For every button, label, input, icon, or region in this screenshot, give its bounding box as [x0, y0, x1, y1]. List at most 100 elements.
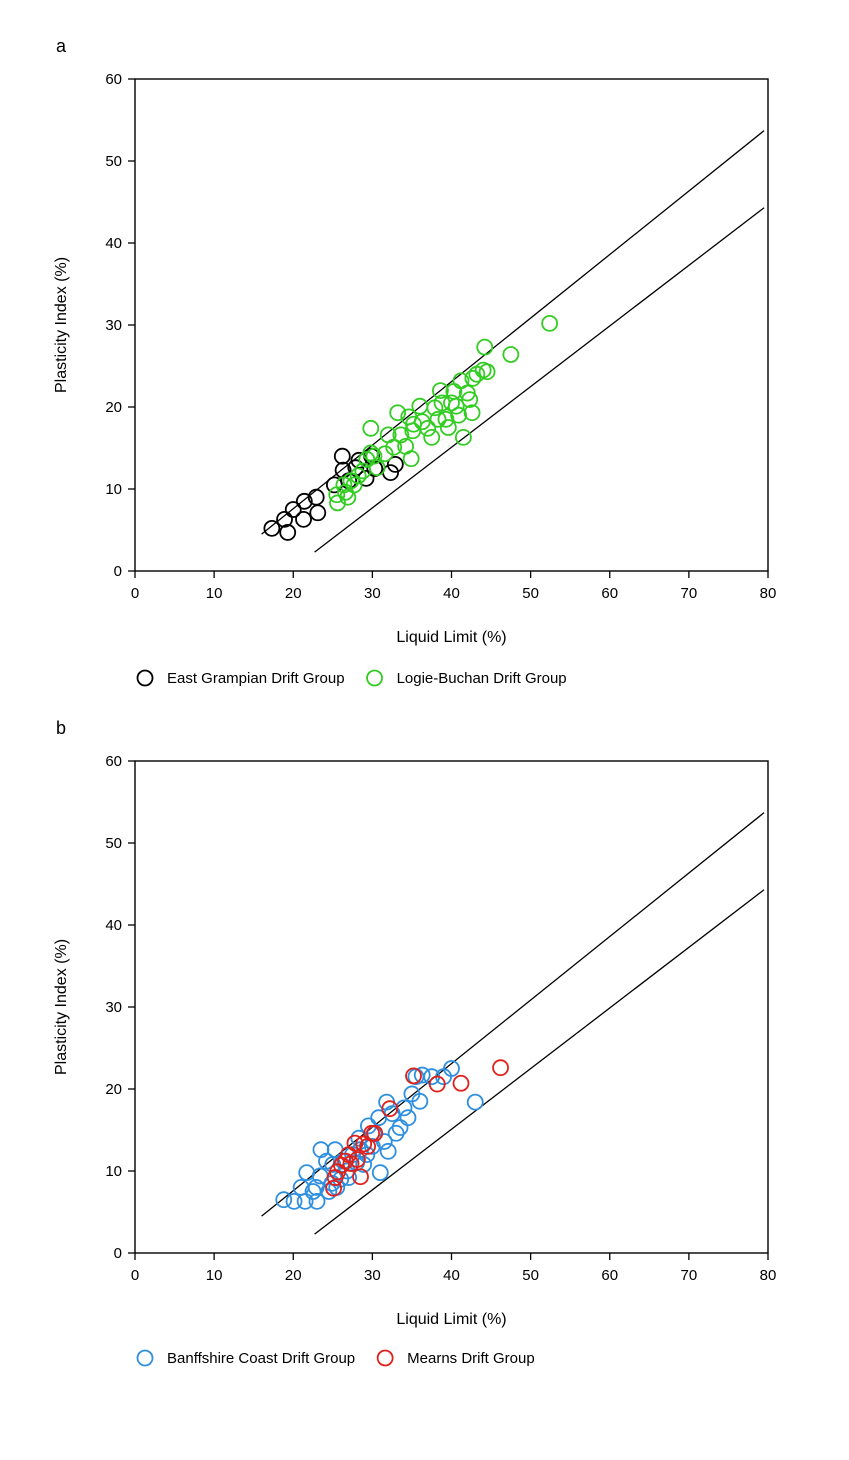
data-point: [389, 404, 407, 422]
data-point: [346, 1134, 364, 1152]
y-axis-label: Plasticity Index (%): [53, 939, 70, 1075]
data-point: [461, 391, 479, 409]
data-point: [307, 1179, 325, 1196]
data-point: [308, 1192, 326, 1210]
series-2: [325, 1059, 509, 1197]
data-point: [295, 510, 312, 528]
data-point: [345, 476, 363, 494]
data-point: [295, 492, 313, 510]
legend-entry-2: Mearns Drift Group: [407, 1350, 535, 1367]
y-tick-label: 60: [105, 753, 122, 770]
y-tick-label: 30: [105, 317, 122, 334]
data-point: [276, 510, 293, 528]
x-tick-label: 70: [681, 1267, 698, 1284]
reference-line-2: [314, 889, 765, 1235]
data-point: [368, 459, 386, 477]
data-point: [349, 467, 367, 485]
data-point: [263, 519, 281, 537]
data-point: [284, 501, 302, 518]
x-tick-label: 80: [760, 585, 777, 602]
data-point: [395, 1099, 413, 1117]
y-tick-label: 20: [105, 1081, 122, 1098]
data-point: [285, 1192, 303, 1210]
data-point: [413, 1066, 431, 1084]
data-point: [366, 1124, 384, 1142]
legend-entry-2: Logie-Buchan Drift Group: [397, 670, 567, 687]
y-tick-label: 0: [114, 563, 122, 580]
x-tick-label: 60: [601, 585, 618, 602]
data-point: [355, 1135, 373, 1153]
data-point: [358, 1146, 376, 1163]
y-axis-label: Plasticity Index (%): [53, 257, 70, 393]
data-point: [443, 394, 460, 412]
x-tick-label: 60: [601, 1267, 618, 1284]
data-point: [432, 382, 449, 400]
legend-marker-2: [376, 1349, 394, 1367]
legend-entry-1: East Grampian Drift Group: [167, 670, 345, 687]
data-point: [452, 1074, 470, 1092]
data-point: [362, 419, 380, 437]
data-point: [386, 455, 404, 473]
plot-frame: [134, 78, 769, 572]
x-tick-label: 30: [364, 1267, 381, 1284]
data-point: [478, 363, 496, 381]
y-tick-label: 50: [105, 153, 122, 170]
data-point: [437, 410, 455, 428]
data-point: [298, 1164, 316, 1182]
y-tick-label: 20: [105, 399, 122, 416]
data-point: [541, 314, 559, 332]
data-point: [454, 428, 472, 446]
data-point: [443, 1060, 460, 1077]
data-point: [419, 419, 437, 437]
x-tick-label: 10: [206, 585, 223, 602]
legend-entry-1: Banffshire Coast Drift Group: [167, 1350, 355, 1367]
data-point: [329, 494, 346, 512]
data-point: [363, 1138, 381, 1155]
chart-panel-b: b 0 10 20 30 40 50 60 70 80 0 10 20 30 40 50 60 Liquid Li…: [53, 718, 776, 1367]
data-point: [428, 1075, 446, 1093]
data-point: [411, 1092, 429, 1110]
y-tick-label: 40: [105, 235, 122, 252]
data-point: [492, 1059, 509, 1077]
data-point: [392, 426, 410, 444]
panel-label: a: [56, 36, 67, 56]
data-point: [476, 338, 494, 356]
x-axis-label: Liquid Limit (%): [396, 1311, 506, 1328]
x-axis-label: Liquid Limit (%): [396, 629, 506, 646]
y-tick-label: 0: [114, 1245, 122, 1262]
data-point: [379, 1142, 397, 1160]
x-tick-label: 10: [206, 1267, 223, 1284]
x-tick-label: 50: [522, 1267, 539, 1284]
x-tick-label: 20: [285, 1267, 302, 1284]
data-point: [463, 404, 481, 422]
data-point: [365, 447, 383, 465]
x-tick-label: 50: [522, 585, 539, 602]
y-tick-label: 40: [105, 917, 122, 934]
data-point: [371, 1164, 389, 1182]
series-2: [328, 314, 559, 512]
data-point: [413, 413, 431, 431]
data-point: [385, 438, 403, 456]
data-point: [333, 447, 351, 465]
data-point: [464, 369, 482, 387]
data-point: [275, 1191, 293, 1209]
data-point: [447, 397, 465, 415]
data-point: [466, 1093, 484, 1111]
data-point: [320, 1183, 338, 1200]
y-tick-label: 30: [105, 999, 122, 1016]
data-point: [375, 1133, 393, 1150]
data-point: [325, 1179, 343, 1197]
data-point: [411, 397, 429, 415]
data-point: [405, 1067, 422, 1085]
panel-label: b: [56, 718, 66, 738]
x-tick-label: 0: [131, 1267, 139, 1284]
x-tick-label: 40: [443, 585, 460, 602]
x-tick-label: 40: [443, 1267, 460, 1284]
x-tick-label: 80: [760, 1267, 777, 1284]
y-tick-label: 10: [105, 1163, 122, 1180]
plot-frame: [134, 760, 769, 1254]
x-tick-label: 70: [681, 585, 698, 602]
legend-marker-1: [136, 1349, 154, 1367]
chart-panel-a: a 0 10 20 30 40 50 60 70 80 0 10 20 30 40 50 60 Liquid Li…: [53, 36, 776, 687]
data-point: [309, 504, 327, 522]
